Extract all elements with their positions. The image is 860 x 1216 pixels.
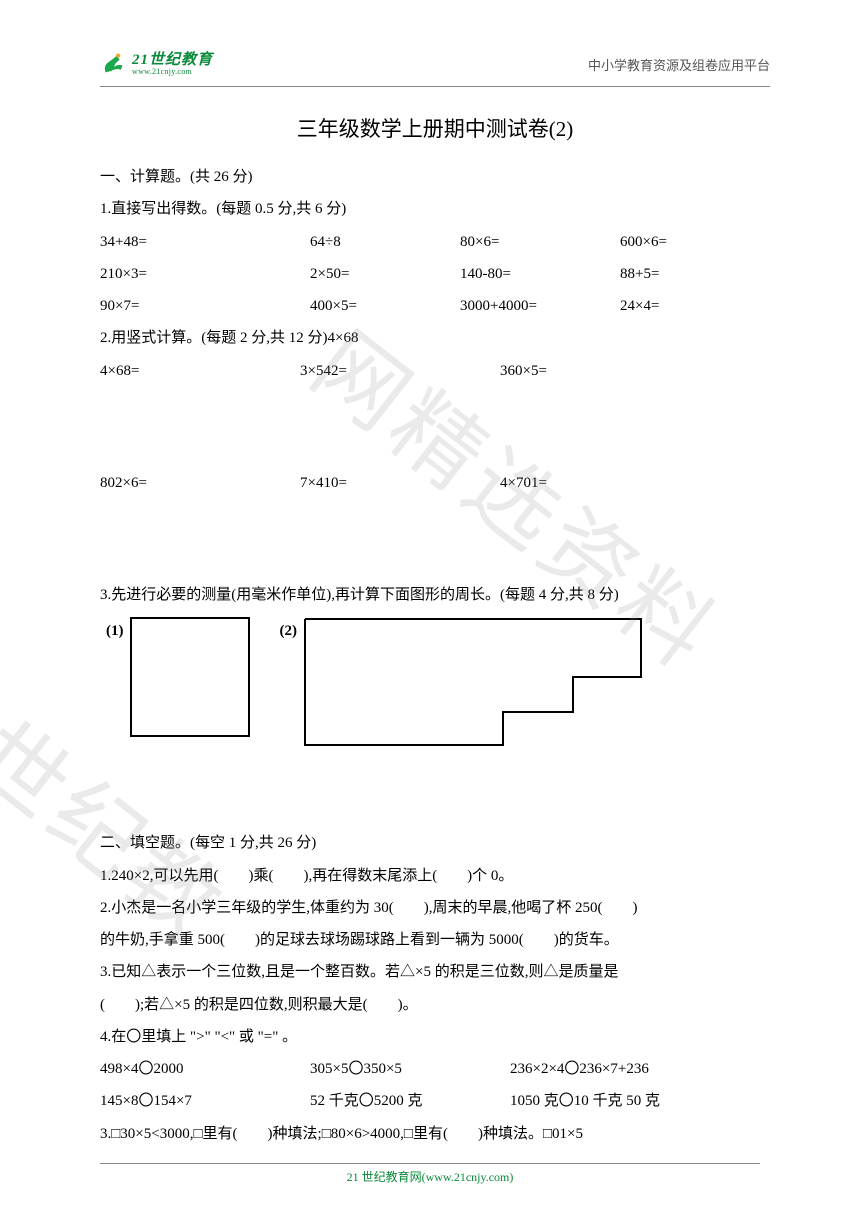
header-right-text: 中小学教育资源及组卷应用平台 <box>588 55 770 74</box>
q2-cell: 360×5= <box>500 355 700 387</box>
logo-icon <box>100 50 128 78</box>
square-shape <box>130 617 250 737</box>
page-title: 三年级数学上册期中测试卷(2) <box>100 113 770 143</box>
q1-cell: 34+48= <box>100 226 310 258</box>
page-footer: 21 世纪教育网(www.21cnjy.com) <box>0 1163 860 1186</box>
q1-cell: 88+5= <box>620 258 770 290</box>
q1-row-1: 210×3= 2×50= 140-80= 88+5= <box>100 258 770 290</box>
s2-l7a: 498×4〇2000 <box>100 1053 310 1085</box>
s2-line5: ( );若△×5 的积是四位数,则积最大是( )。 <box>100 989 770 1021</box>
q1-cell: 2×50= <box>310 258 460 290</box>
q2-cell: 4×701= <box>500 467 700 499</box>
s2-line4: 3.已知△表示一个三位数,且是一个整百数。若△×5 的积是三位数,则△是质量是 <box>100 956 770 988</box>
s2-line6: 4.在〇里填上 ">" "<" 或 "=" 。 <box>100 1021 770 1053</box>
s2-line7: 498×4〇2000 305×5〇350×5 236×2×4〇236×7+236 <box>100 1053 770 1085</box>
footer-prefix: 21 世纪教育网( <box>347 1170 426 1184</box>
q1-cell: 64÷8 <box>310 226 460 258</box>
logo-url-text: www.21cnjy.com <box>132 68 213 76</box>
s2-line2: 2.小杰是一名小学三年级的学生,体重约为 30( ),周末的早晨,他喝了杯 25… <box>100 892 770 924</box>
q1-cell: 90×7= <box>100 290 310 322</box>
figure-2-label: (2) <box>280 615 298 647</box>
q3-title: 3.先进行必要的测量(用毫米作单位),再计算下面图形的周长。(每题 4 分,共 … <box>100 579 770 611</box>
logo: 21世纪教育 www.21cnjy.com <box>100 50 213 78</box>
q2-cell: 7×410= <box>300 467 500 499</box>
q2-cell: 4×68= <box>100 355 300 387</box>
section1-heading: 一、计算题。(共 26 分) <box>100 161 770 193</box>
q2-row-1: 4×68= 3×542= 360×5= <box>100 355 770 387</box>
footer-rule <box>100 1163 760 1164</box>
s2-l8a: 145×8〇154×7 <box>100 1085 310 1117</box>
step-shape <box>303 617 643 747</box>
q1-cell: 210×3= <box>100 258 310 290</box>
q1-row-2: 90×7= 400×5= 3000+4000= 24×4= <box>100 290 770 322</box>
content-body: 一、计算题。(共 26 分) 1.直接写出得数。(每题 0.5 分,共 6 分)… <box>100 161 770 1150</box>
page-header: 21世纪教育 www.21cnjy.com 中小学教育资源及组卷应用平台 <box>100 50 770 78</box>
figure-2: (2) <box>280 617 644 747</box>
q2-title: 2.用竖式计算。(每题 2 分,共 12 分)4×68 <box>100 322 770 354</box>
s2-l8b: 52 千克〇5200 克 <box>310 1085 510 1117</box>
section2-heading: 二、填空题。(每空 1 分,共 26 分) <box>100 827 770 859</box>
s2-line3: 的牛奶,手拿重 500( )的足球去球场踢球路上看到一辆为 5000( )的货车… <box>100 924 770 956</box>
q1-cell: 24×4= <box>620 290 770 322</box>
q2-row-2: 802×6= 7×410= 4×701= <box>100 467 770 499</box>
s2-line9: 3.□30×5<3000,□里有( )种填法;□80×6>4000,□里有( )… <box>100 1118 770 1150</box>
q1-row-0: 34+48= 64÷8 80×6= 600×6= <box>100 226 770 258</box>
q1-title: 1.直接写出得数。(每题 0.5 分,共 6 分) <box>100 193 770 225</box>
q1-cell: 3000+4000= <box>460 290 620 322</box>
s2-line8: 145×8〇154×7 52 千克〇5200 克 1050 克〇10 千克 50… <box>100 1085 770 1117</box>
s2-l7c: 236×2×4〇236×7+236 <box>510 1053 649 1085</box>
logo-cn-text: 21世纪教育 <box>132 53 213 68</box>
q1-cell: 140-80= <box>460 258 620 290</box>
footer-url: www.21cnjy.com <box>426 1170 510 1184</box>
figure-1: (1) <box>106 617 250 737</box>
figures-row: (1) (2) <box>106 617 770 747</box>
q1-cell: 600×6= <box>620 226 770 258</box>
s2-l8c: 1050 克〇10 千克 50 克 <box>510 1085 660 1117</box>
footer-text: 21 世纪教育网(www.21cnjy.com) <box>347 1170 514 1184</box>
q2-cell: 3×542= <box>300 355 500 387</box>
q1-cell: 80×6= <box>460 226 620 258</box>
header-rule <box>100 86 770 87</box>
s2-line1: 1.240×2,可以先用( )乘( ),再在得数末尾添上( )个 0。 <box>100 860 770 892</box>
figure-1-label: (1) <box>106 615 124 647</box>
q2-cell: 802×6= <box>100 467 300 499</box>
q1-cell: 400×5= <box>310 290 460 322</box>
footer-suffix: ) <box>509 1170 513 1184</box>
s2-l7b: 305×5〇350×5 <box>310 1053 510 1085</box>
